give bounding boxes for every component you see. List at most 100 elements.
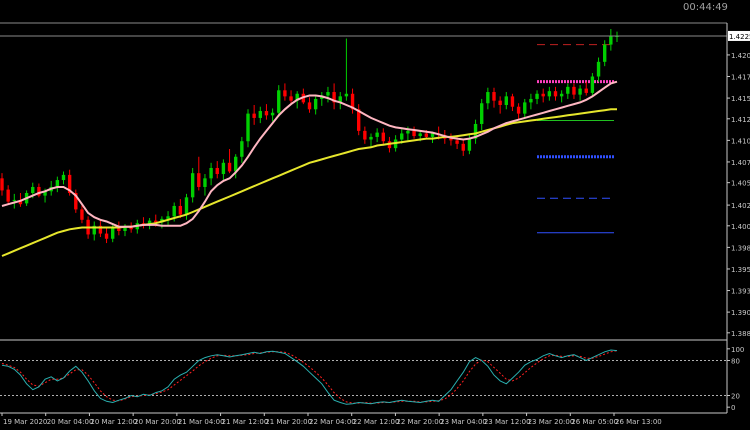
candle-body [104,233,109,239]
candle-body [455,140,459,144]
candle-body [197,173,201,187]
candle-body [307,102,312,110]
slow-moving-average-line [1,108,617,257]
current-price-tag [728,30,750,41]
price-tick-label: 1.4055 [731,180,750,188]
price-tick-label: 1.3980 [731,244,750,252]
price-tick-label: 1.4079 [731,159,750,167]
price-tick-label: 1.4005 [731,223,750,231]
candle-body [424,133,429,137]
candle-body [178,205,183,215]
price-tick-label: 1.3905 [731,309,750,317]
candle-body [566,86,570,94]
candle-body [338,96,342,103]
candle-body [357,109,361,131]
candle-body [559,93,564,97]
candle-body [246,113,250,142]
candle-body [400,133,404,140]
candle-body [209,167,213,179]
candle-body [350,93,355,110]
oscillator-tick-label: 20 [731,393,740,401]
candle-body [37,186,41,196]
candle-body [12,199,16,201]
time-tick-label: 20 Mar 20:00 [134,418,181,426]
main-panel [0,22,727,257]
oscillator-tick-label: 80 [731,358,740,366]
candle-body [252,113,256,118]
candle-body [326,92,330,96]
price-tick-label: 1.4129 [731,116,750,124]
candle-body [240,141,244,157]
candle-body [609,35,613,45]
time-tick-label: 21 Mar 04:00 [178,418,225,426]
candle-body [486,92,490,104]
price-tick-label: 1.4104 [731,137,750,145]
candle-body [603,44,607,62]
candle-body [98,225,103,234]
candle-body [504,96,508,105]
candle-body [234,156,238,172]
candle-body [535,93,539,99]
candle-body [55,180,60,187]
candle-body [529,98,533,103]
candle-body [363,130,367,140]
candle-body [412,130,416,137]
candle-body [43,191,47,196]
price-tick-label: 1.3930 [731,288,750,296]
time-tick-label: 23 Mar 20:00 [528,418,575,426]
candle-body [184,197,189,215]
candle-body [258,111,262,118]
candle-body [547,91,552,97]
oscillator-main-line [1,349,618,405]
candle-body [498,100,502,105]
candle-body [449,138,453,141]
candle-body [227,162,232,172]
price-tick-label: 1.3955 [731,266,750,274]
candle-body [203,178,207,187]
price-tick-label: 1.4178 [731,74,750,82]
candle-body [553,91,558,97]
current-price-label: 1.4225 [729,33,750,41]
candle-body [67,174,72,194]
oscillator-panel [0,349,727,405]
candle-body [117,228,121,231]
candle-body [295,93,299,101]
axes: 1.4203 1.4178 1.4153 1.4129 1.4104 1.4079 1.40… [0,23,750,426]
time-tick-label: 21 Mar 12:00 [222,418,269,426]
time-tick-label: 20 Mar 12:00 [90,418,137,426]
candle-body [289,96,293,101]
candle-body [166,216,170,219]
time-tick-label: 23 Mar 04:00 [440,418,487,426]
candle-body [221,162,226,175]
candle-body [264,111,269,116]
candle-body [344,93,349,97]
candle-body [516,106,521,114]
candle-body [523,102,527,114]
candle-body [61,174,66,181]
candle-body [6,189,10,202]
candle-body [80,209,84,220]
candle-body [578,88,582,95]
candle-body [332,92,336,103]
price-tick-label: 1.4153 [731,95,750,103]
price-tick-label: 1.4029 [731,202,750,210]
candle-body [430,133,435,137]
candle-body [154,220,158,223]
fast-moving-average-line [1,80,618,228]
candle-body [584,88,588,93]
candle-body [492,92,496,101]
candle-body [111,228,115,239]
candle-body [283,90,287,97]
time-tick-label: 26 Mar 05:00 [571,418,618,426]
candle-body [172,205,176,217]
candle-body [596,61,601,77]
candle-body [590,76,595,93]
candle-body [572,86,576,95]
candle-body [74,193,78,210]
time-tick-label: 21 Mar 20:00 [265,418,312,426]
candle-body [215,167,219,175]
candle-body [270,112,275,116]
oscillator-tick-label: 100 [731,346,744,354]
